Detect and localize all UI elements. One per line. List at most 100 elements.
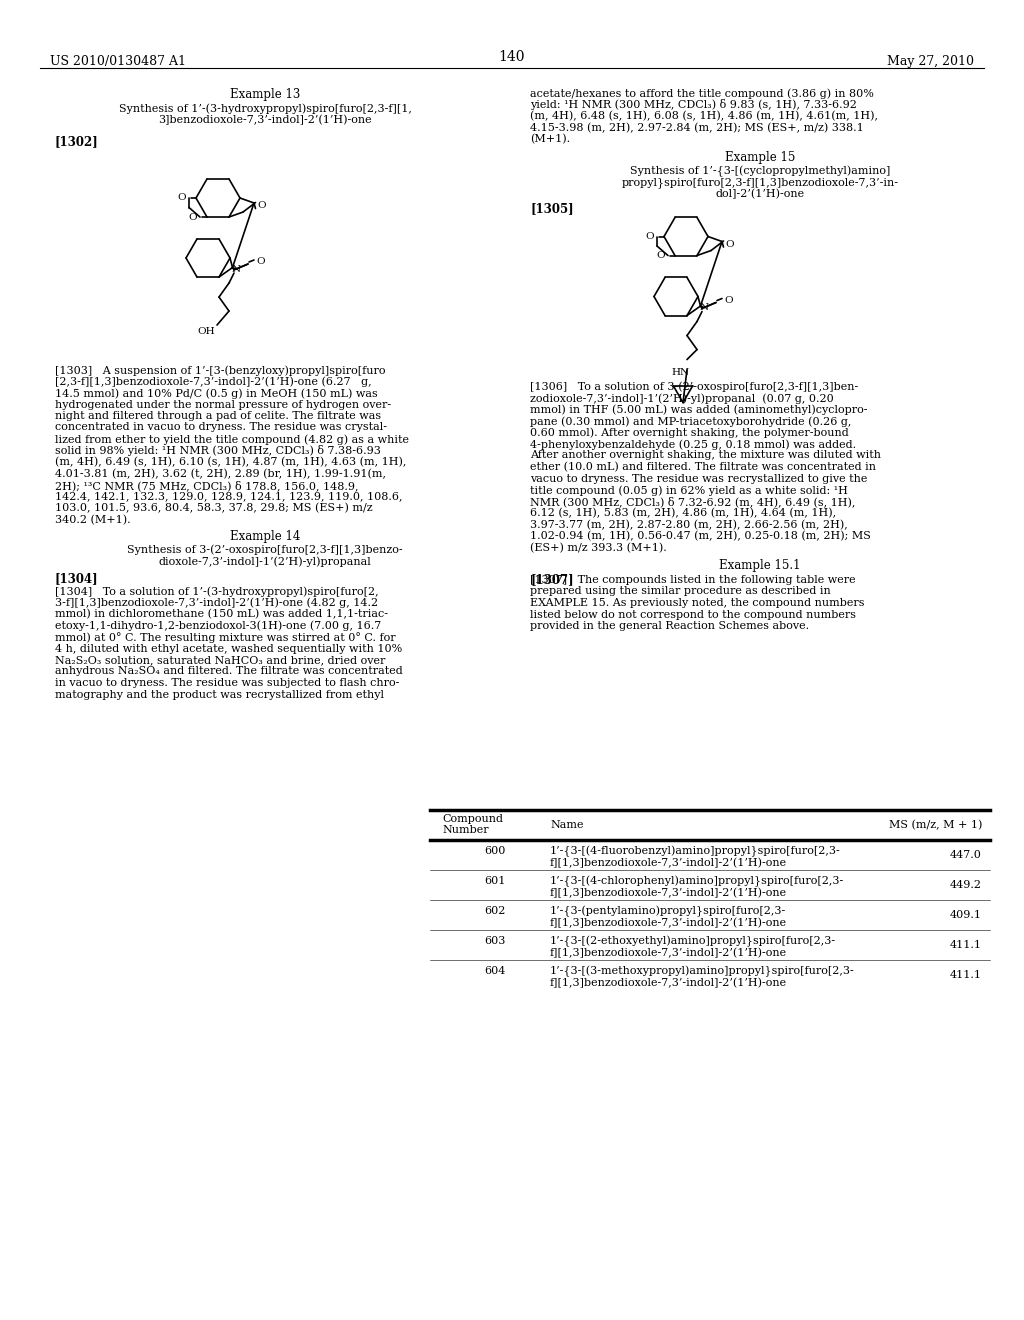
Text: in vacuo to dryness. The residue was subjected to flash chro-: in vacuo to dryness. The residue was sub… [55, 678, 399, 688]
Text: May 27, 2010: May 27, 2010 [887, 55, 974, 69]
Text: pane (0.30 mmol) and MP-triacetoxyborohydride (0.26 g,: pane (0.30 mmol) and MP-triacetoxyborohy… [530, 416, 851, 426]
Text: title compound (0.05 g) in 62% yield as a white solid: ¹H: title compound (0.05 g) in 62% yield as … [530, 484, 848, 495]
Text: [1307]   The compounds listed in the following table were: [1307] The compounds listed in the follo… [530, 576, 856, 585]
Text: 449.2: 449.2 [950, 880, 982, 890]
Text: night and filtered through a pad of celite. The filtrate was: night and filtered through a pad of celi… [55, 411, 381, 421]
Text: O: O [725, 239, 734, 248]
Text: Compound: Compound [442, 814, 503, 824]
Text: f][1,3]benzodioxole-7,3’-indol]-2’(1’H)-one: f][1,3]benzodioxole-7,3’-indol]-2’(1’H)-… [550, 888, 787, 899]
Text: 600: 600 [484, 846, 506, 855]
Text: mmol) at 0° C. The resulting mixture was stirred at 0° C. for: mmol) at 0° C. The resulting mixture was… [55, 632, 395, 643]
Text: After another overnight shaking, the mixture was diluted with: After another overnight shaking, the mix… [530, 450, 881, 461]
Text: Number: Number [442, 825, 488, 836]
Text: provided in the general Reaction Schemes above.: provided in the general Reaction Schemes… [530, 620, 809, 631]
Text: Synthesis of 3-(2’-oxospiro[furo[2,3-f][1,3]benzo-: Synthesis of 3-(2’-oxospiro[furo[2,3-f][… [127, 544, 402, 554]
Text: O: O [177, 194, 186, 202]
Text: (m, 4H), 6.49 (s, 1H), 6.10 (s, 1H), 4.87 (m, 1H), 4.63 (m, 1H),: (m, 4H), 6.49 (s, 1H), 6.10 (s, 1H), 4.8… [55, 457, 407, 467]
Text: (M+1).: (M+1). [530, 135, 570, 144]
Text: 1’-{3-[(3-methoxypropyl)amino]propyl}spiro[furo[2,3-: 1’-{3-[(3-methoxypropyl)amino]propyl}spi… [550, 966, 855, 977]
Text: NMR (300 MHz, CDCl₃) δ 7.32-6.92 (m, 4H), 6.49 (s, 1H),: NMR (300 MHz, CDCl₃) δ 7.32-6.92 (m, 4H)… [530, 496, 855, 507]
Text: 447.0: 447.0 [950, 850, 982, 861]
Text: 140: 140 [499, 50, 525, 63]
Text: O: O [656, 251, 665, 260]
Text: etoxy-1,1-dihydro-1,2-benziodoxol-3(1H)-one (7.00 g, 16.7: etoxy-1,1-dihydro-1,2-benziodoxol-3(1H)-… [55, 620, 381, 631]
Text: f][1,3]benzodioxole-7,3’-indol]-2’(1’H)-one: f][1,3]benzodioxole-7,3’-indol]-2’(1’H)-… [550, 948, 787, 958]
Text: f][1,3]benzodioxole-7,3’-indol]-2’(1’H)-one: f][1,3]benzodioxole-7,3’-indol]-2’(1’H)-… [550, 917, 787, 928]
Text: yield: ¹H NMR (300 MHz, CDCl₃) δ 9.83 (s, 1H), 7.33-6.92: yield: ¹H NMR (300 MHz, CDCl₃) δ 9.83 (s… [530, 99, 857, 111]
Text: Example 15: Example 15 [725, 152, 796, 165]
Text: concentrated in vacuo to dryness. The residue was crystal-: concentrated in vacuo to dryness. The re… [55, 422, 387, 433]
Text: O: O [188, 213, 197, 222]
Text: Example 14: Example 14 [229, 531, 300, 543]
Text: 6.12 (s, 1H), 5.83 (m, 2H), 4.86 (m, 1H), 4.64 (m, 1H),: 6.12 (s, 1H), 5.83 (m, 2H), 4.86 (m, 1H)… [530, 508, 837, 519]
Text: 2H); ¹³C NMR (75 MHz, CDCl₃) δ 178.8, 156.0, 148.9,: 2H); ¹³C NMR (75 MHz, CDCl₃) δ 178.8, 15… [55, 480, 358, 491]
Text: (m, 4H), 6.48 (s, 1H), 6.08 (s, 1H), 4.86 (m, 1H), 4.61(m, 1H),: (m, 4H), 6.48 (s, 1H), 6.08 (s, 1H), 4.8… [530, 111, 878, 121]
Text: 602: 602 [484, 906, 506, 916]
Text: 601: 601 [484, 876, 506, 886]
Text: [1304]: [1304] [55, 572, 98, 585]
Text: 409.1: 409.1 [950, 909, 982, 920]
Text: 1’-{3-[(4-fluorobenzyl)amino]propyl}spiro[furo[2,3-: 1’-{3-[(4-fluorobenzyl)amino]propyl}spir… [550, 846, 841, 858]
Text: Example 13: Example 13 [229, 88, 300, 102]
Text: 4-phenyloxybenzaldehyde (0.25 g, 0.18 mmol) was added.: 4-phenyloxybenzaldehyde (0.25 g, 0.18 mm… [530, 440, 856, 450]
Text: zodioxole-7,3’-indol]-1’(2’H)-yl)propanal  (0.07 g, 0.20: zodioxole-7,3’-indol]-1’(2’H)-yl)propana… [530, 393, 834, 404]
Text: 4.01-3.81 (m, 2H), 3.62 (t, 2H), 2.89 (br, 1H), 1.99-1.91(m,: 4.01-3.81 (m, 2H), 3.62 (t, 2H), 2.89 (b… [55, 469, 386, 479]
Text: Synthesis of 1’-(3-hydroxypropyl)spiro[furo[2,3-f][1,: Synthesis of 1’-(3-hydroxypropyl)spiro[f… [119, 103, 412, 114]
Text: hydrogenated under the normal pressure of hydrogen over-: hydrogenated under the normal pressure o… [55, 400, 391, 409]
Text: propyl}spiro[furo[2,3-f][1,3]benzodioxole-7,3’-in-: propyl}spiro[furo[2,3-f][1,3]benzodioxol… [622, 177, 898, 187]
Text: 411.1: 411.1 [950, 970, 982, 979]
Text: solid in 98% yield: ¹H NMR (300 MHz, CDCl₃) δ 7.38-6.93: solid in 98% yield: ¹H NMR (300 MHz, CDC… [55, 446, 381, 457]
Text: 3.97-3.77 (m, 2H), 2.87-2.80 (m, 2H), 2.66-2.56 (m, 2H),: 3.97-3.77 (m, 2H), 2.87-2.80 (m, 2H), 2.… [530, 520, 848, 529]
Text: O: O [256, 257, 264, 267]
Text: N: N [699, 304, 709, 312]
Text: f][1,3]benzodioxole-7,3’-indol]-2’(1’H)-one: f][1,3]benzodioxole-7,3’-indol]-2’(1’H)-… [550, 978, 787, 989]
Text: [1305]: [1305] [530, 202, 573, 215]
Text: mmol) in dichloromethane (150 mL) was added 1,1,1-triac-: mmol) in dichloromethane (150 mL) was ad… [55, 609, 388, 619]
Text: EXAMPLE 15. As previously noted, the compound numbers: EXAMPLE 15. As previously noted, the com… [530, 598, 864, 609]
Text: O: O [724, 296, 732, 305]
Text: 1.02-0.94 (m, 1H), 0.56-0.47 (m, 2H), 0.25-0.18 (m, 2H); MS: 1.02-0.94 (m, 1H), 0.56-0.47 (m, 2H), 0.… [530, 531, 870, 541]
Text: Synthesis of 1’-{3-[(cyclopropylmethyl)amino]: Synthesis of 1’-{3-[(cyclopropylmethyl)a… [630, 165, 890, 177]
Text: OH: OH [198, 327, 215, 337]
Text: 3]benzodioxole-7,3’-indol]-2’(1’H)-one: 3]benzodioxole-7,3’-indol]-2’(1’H)-one [158, 115, 372, 125]
Text: anhydrous Na₂SO₄ and filtered. The filtrate was concentrated: anhydrous Na₂SO₄ and filtered. The filtr… [55, 667, 402, 676]
Text: acetate/hexanes to afford the title compound (3.86 g) in 80%: acetate/hexanes to afford the title comp… [530, 88, 873, 99]
Text: 3-f][1,3]benzodioxole-7,3’-indol]-2’(1’H)-one (4.82 g, 14.2: 3-f][1,3]benzodioxole-7,3’-indol]-2’(1’H… [55, 598, 378, 609]
Text: 4 h, diluted with ethyl acetate, washed sequentially with 10%: 4 h, diluted with ethyl acetate, washed … [55, 644, 402, 653]
Text: vacuo to dryness. The residue was recrystallized to give the: vacuo to dryness. The residue was recrys… [530, 474, 867, 483]
Text: HN: HN [672, 367, 690, 376]
Text: O: O [257, 201, 266, 210]
Text: N: N [231, 264, 241, 273]
Text: 1’-{3-[(2-ethoxyethyl)amino]propyl}spiro[furo[2,3-: 1’-{3-[(2-ethoxyethyl)amino]propyl}spiro… [550, 936, 837, 948]
Text: US 2010/0130487 A1: US 2010/0130487 A1 [50, 55, 186, 69]
Text: MS (m/z, M + 1): MS (m/z, M + 1) [889, 820, 982, 830]
Text: Name: Name [550, 820, 584, 830]
Text: [1307]: [1307] [530, 573, 573, 586]
Text: 103.0, 101.5, 93.6, 80.4, 58.3, 37.8, 29.8; MS (ES+) m/z: 103.0, 101.5, 93.6, 80.4, 58.3, 37.8, 29… [55, 503, 373, 513]
Text: ether (10.0 mL) and filtered. The filtrate was concentrated in: ether (10.0 mL) and filtered. The filtra… [530, 462, 876, 473]
Text: listed below do not correspond to the compound numbers: listed below do not correspond to the co… [530, 610, 856, 619]
Text: (ES+) m/z 393.3 (M+1).: (ES+) m/z 393.3 (M+1). [530, 543, 667, 553]
Text: dol]-2’(1’H)-one: dol]-2’(1’H)-one [716, 189, 805, 199]
Text: mmol) in THF (5.00 mL) was added (aminomethyl)cyclopro-: mmol) in THF (5.00 mL) was added (aminom… [530, 404, 867, 414]
Text: [1302]: [1302] [55, 135, 98, 148]
Text: 4.15-3.98 (m, 2H), 2.97-2.84 (m, 2H); MS (ES+, m/z) 338.1: 4.15-3.98 (m, 2H), 2.97-2.84 (m, 2H); MS… [530, 123, 864, 133]
Text: [1303]   A suspension of 1’-[3-(benzyloxy)propyl]spiro[furo: [1303] A suspension of 1’-[3-(benzyloxy)… [55, 366, 385, 376]
Text: Na₂S₂O₃ solution, saturated NaHCO₃ and brine, dried over: Na₂S₂O₃ solution, saturated NaHCO₃ and b… [55, 655, 385, 665]
Text: 603: 603 [484, 936, 506, 946]
Text: matography and the product was recrystallized from ethyl: matography and the product was recrystal… [55, 689, 384, 700]
Text: 1’-{3-(pentylamino)propyl}spiro[furo[2,3-: 1’-{3-(pentylamino)propyl}spiro[furo[2,3… [550, 906, 786, 917]
Text: dioxole-7,3’-indol]-1’(2’H)-yl)propanal: dioxole-7,3’-indol]-1’(2’H)-yl)propanal [159, 556, 372, 566]
Text: lized from ether to yield the title compound (4.82 g) as a white: lized from ether to yield the title comp… [55, 434, 409, 445]
Text: 340.2 (M+1).: 340.2 (M+1). [55, 515, 131, 525]
Text: 604: 604 [484, 966, 506, 975]
Text: 142.4, 142.1, 132.3, 129.0, 128.9, 124.1, 123.9, 119.0, 108.6,: 142.4, 142.1, 132.3, 129.0, 128.9, 124.1… [55, 491, 402, 502]
Text: 0.60 mmol). After overnight shaking, the polymer-bound: 0.60 mmol). After overnight shaking, the… [530, 428, 849, 438]
Text: 411.1: 411.1 [950, 940, 982, 950]
Text: [1304]   To a solution of 1’-(3-hydroxypropyl)spiro[furo[2,: [1304] To a solution of 1’-(3-hydroxypro… [55, 586, 379, 597]
Text: Example 15.1: Example 15.1 [719, 558, 801, 572]
Text: [1306]   To a solution of 3-(2’-oxospiro[furo[2,3-f][1,3]ben-: [1306] To a solution of 3-(2’-oxospiro[f… [530, 381, 858, 392]
Text: [2,3-f][1,3]benzodioxole-7,3’-indol]-2’(1’H)-one (6.27   g,: [2,3-f][1,3]benzodioxole-7,3’-indol]-2’(… [55, 376, 372, 387]
Text: O: O [645, 232, 654, 242]
Text: 1’-{3-[(4-chlorophenyl)amino]propyl}spiro[furo[2,3-: 1’-{3-[(4-chlorophenyl)amino]propyl}spir… [550, 876, 844, 887]
